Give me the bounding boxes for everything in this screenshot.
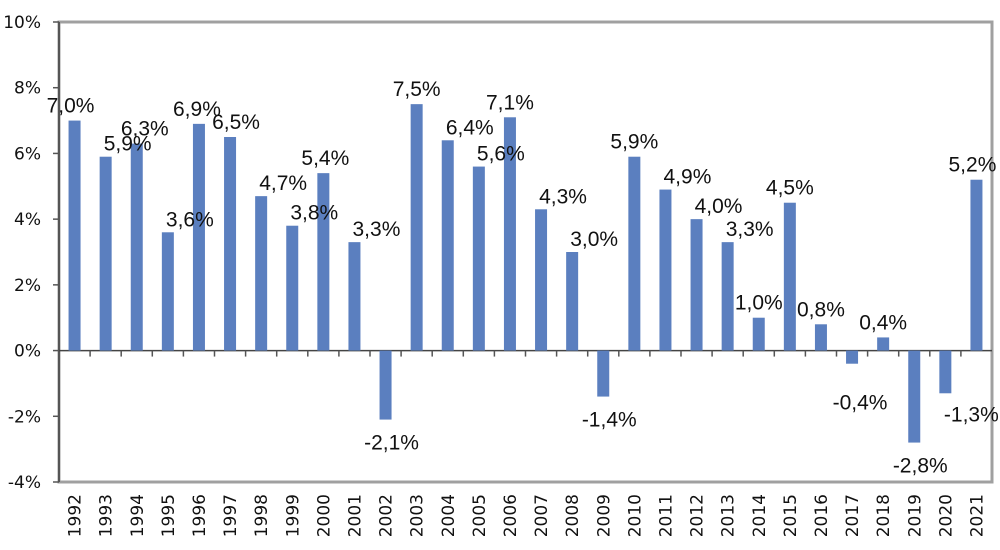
data-label: 6,5% <box>212 111 260 134</box>
bar-2007 <box>535 209 548 351</box>
y-tick-label: 2% <box>14 276 41 296</box>
x-tick-label: 2004 <box>439 494 459 537</box>
x-tick-label: 1992 <box>66 494 86 537</box>
x-tick-label: 2009 <box>594 494 614 537</box>
data-label: 3,3% <box>726 218 774 241</box>
bar-2020 <box>939 350 952 394</box>
x-tick-label: 2007 <box>532 494 552 537</box>
y-tick-label: -2% <box>8 407 41 427</box>
data-label: 0,8% <box>797 298 845 321</box>
bar-2006 <box>503 117 516 351</box>
data-label: 4,5% <box>766 177 814 200</box>
data-label: 3,8% <box>290 202 338 225</box>
bar-2004 <box>441 140 454 351</box>
bar-2021 <box>970 179 983 351</box>
bar-2017 <box>846 350 859 364</box>
x-tick-label: 2015 <box>781 494 801 537</box>
bar-2016 <box>814 324 827 351</box>
x-tick-label: 1998 <box>252 494 272 537</box>
x-tick-label: 2006 <box>501 494 521 537</box>
data-label: 5,9% <box>104 133 152 156</box>
bar-2011 <box>659 189 672 351</box>
x-tick-label: 1996 <box>190 494 210 537</box>
bar-1996 <box>192 123 205 351</box>
data-label: 5,6% <box>477 143 525 166</box>
bar-2002 <box>379 350 392 420</box>
y-tick-label: 0% <box>14 342 41 362</box>
x-tick-label: 1993 <box>97 494 117 537</box>
data-label: 6,9% <box>173 98 221 121</box>
y-tick-label: -4% <box>8 473 41 493</box>
y-tick-label: 4% <box>14 210 41 230</box>
data-label: 5,4% <box>301 147 349 170</box>
data-label: 3,6% <box>166 208 214 231</box>
y-tick-label: 10% <box>3 13 41 33</box>
data-label: -2,8% <box>893 455 948 478</box>
x-tick-label: 2005 <box>470 494 490 537</box>
x-tick-label: 2016 <box>812 494 832 537</box>
bar-2019 <box>908 350 921 443</box>
x-tick-label: 2020 <box>936 494 956 537</box>
x-tick-label: 2001 <box>345 494 365 537</box>
bar-2000 <box>317 173 330 351</box>
bar-2012 <box>690 219 703 351</box>
bar-1992 <box>68 120 81 351</box>
bar-1998 <box>255 196 268 351</box>
bar-2014 <box>752 317 765 351</box>
bar-2013 <box>721 242 734 351</box>
y-tick-label: 8% <box>14 79 41 99</box>
data-label: -2,1% <box>364 432 419 455</box>
bar-2015 <box>783 202 796 351</box>
bar-2001 <box>348 242 361 351</box>
x-tick-label: 2012 <box>688 494 708 537</box>
data-label: -0,4% <box>833 392 888 415</box>
data-label: 1,0% <box>735 292 783 315</box>
bar-2008 <box>566 252 579 351</box>
bar-2005 <box>472 166 485 351</box>
data-label: 7,1% <box>486 91 534 114</box>
data-label: 0,4% <box>859 311 907 334</box>
x-tick-label: 2013 <box>719 494 739 537</box>
x-tick-label: 2002 <box>377 494 397 537</box>
x-tick-label: 1994 <box>128 494 148 537</box>
bar-2010 <box>628 156 641 351</box>
bar-1997 <box>224 137 237 351</box>
x-tick-label: 1997 <box>221 494 241 537</box>
bar-1993 <box>99 156 112 351</box>
bar-1999 <box>286 225 299 351</box>
data-label: 4,0% <box>695 195 743 218</box>
data-label: 3,0% <box>570 228 618 251</box>
data-label: 4,9% <box>664 166 712 189</box>
x-tick-label: 2017 <box>843 494 863 537</box>
y-tick-label: 6% <box>14 144 41 164</box>
x-tick-label: 1999 <box>283 494 303 537</box>
x-tick-label: 1995 <box>159 494 179 537</box>
x-tick-label: 2011 <box>656 494 676 537</box>
data-label: 7,5% <box>393 78 441 101</box>
data-label: 5,2% <box>949 154 997 177</box>
x-tick-label: 2003 <box>408 494 428 537</box>
data-label: 6,3% <box>121 118 169 141</box>
data-label: 4,7% <box>259 172 307 195</box>
data-label: 7,0% <box>47 95 95 118</box>
bar-2003 <box>410 104 423 351</box>
bar-2018 <box>877 337 890 351</box>
data-label: 3,3% <box>353 218 401 241</box>
x-tick-label: 2010 <box>625 494 645 537</box>
data-label: 5,9% <box>610 131 658 154</box>
bar-2009 <box>597 350 610 397</box>
x-tick-label: 2014 <box>750 494 770 537</box>
bar-1994 <box>130 143 143 351</box>
data-label: -1,3% <box>944 403 999 426</box>
data-label: -1,4% <box>582 409 637 432</box>
x-tick-label: 2008 <box>563 494 583 537</box>
x-tick-label: 2000 <box>314 494 334 537</box>
x-tick-label: 2018 <box>874 494 894 537</box>
x-tick-label: 2021 <box>967 494 987 537</box>
data-label: 6,4% <box>446 116 494 139</box>
x-tick-label: 2019 <box>905 494 925 537</box>
data-label: 4,3% <box>539 185 587 208</box>
bar-1995 <box>161 232 174 351</box>
